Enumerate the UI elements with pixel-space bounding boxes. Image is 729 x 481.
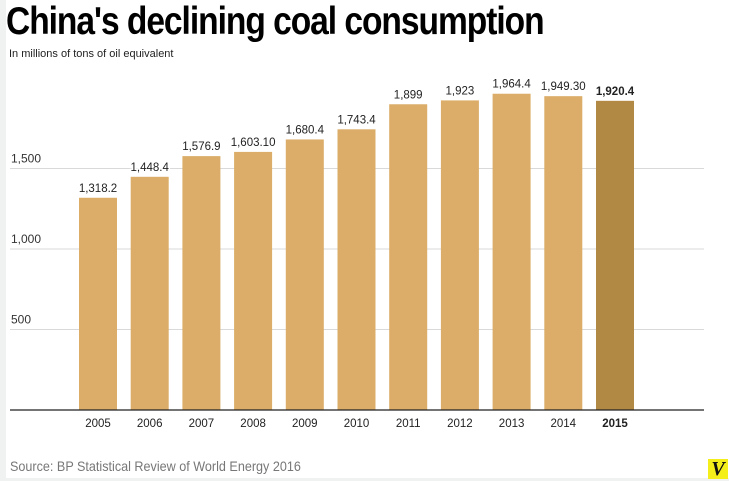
bar-value-label: 1,448.4 (131, 162, 170, 174)
x-tick-label: 2006 (137, 418, 163, 430)
bar (440, 100, 479, 410)
x-tick-label: 2013 (499, 418, 525, 430)
bar (492, 93, 531, 410)
y-tick-label: 500 (11, 313, 31, 327)
x-tick-label: 2012 (447, 418, 473, 430)
x-tick-label: 2007 (189, 418, 215, 430)
bar (544, 96, 583, 411)
bar-value-label: 1,743.4 (337, 114, 376, 126)
x-tick-label: 2009 (292, 418, 318, 430)
bar-value-label: 1,964.4 (492, 79, 531, 91)
bar (130, 176, 169, 410)
x-tick-label: 2005 (85, 418, 111, 430)
bar (79, 197, 117, 410)
bar-value-label: 1,576.9 (182, 141, 220, 153)
bar (596, 100, 634, 410)
y-tick-label: 1,000 (11, 232, 41, 246)
x-tick-label: 2011 (396, 418, 421, 430)
bar (389, 104, 428, 411)
bar (285, 139, 324, 410)
bar (337, 129, 376, 410)
bar (182, 156, 221, 410)
bar-value-label: 1,603.10 (231, 137, 276, 149)
bar (234, 151, 273, 411)
bar-value-label: 1,920.4 (596, 86, 635, 98)
x-tick-label: 2014 (551, 418, 577, 430)
x-tick-label: 2010 (344, 418, 370, 430)
x-tick-label: 2008 (240, 418, 266, 430)
vox-logo-icon: V (708, 459, 728, 479)
bar-value-label: 1,949.30 (541, 81, 586, 93)
chart-title: China's declining coal consumption (6, 0, 545, 43)
bar-value-label: 1,680.4 (286, 124, 325, 136)
bar-value-label: 1,923 (446, 85, 475, 97)
bar-value-label: 1,318.2 (79, 183, 117, 195)
source-note: Source: BP Statistical Review of World E… (10, 458, 301, 474)
chart-subtitle: In millions of tons of oil equivalent (9, 48, 174, 60)
y-tick-label: 1,500 (11, 152, 41, 166)
x-tick-label: 2015 (602, 418, 628, 430)
bar-value-label: 1,899 (394, 89, 423, 101)
